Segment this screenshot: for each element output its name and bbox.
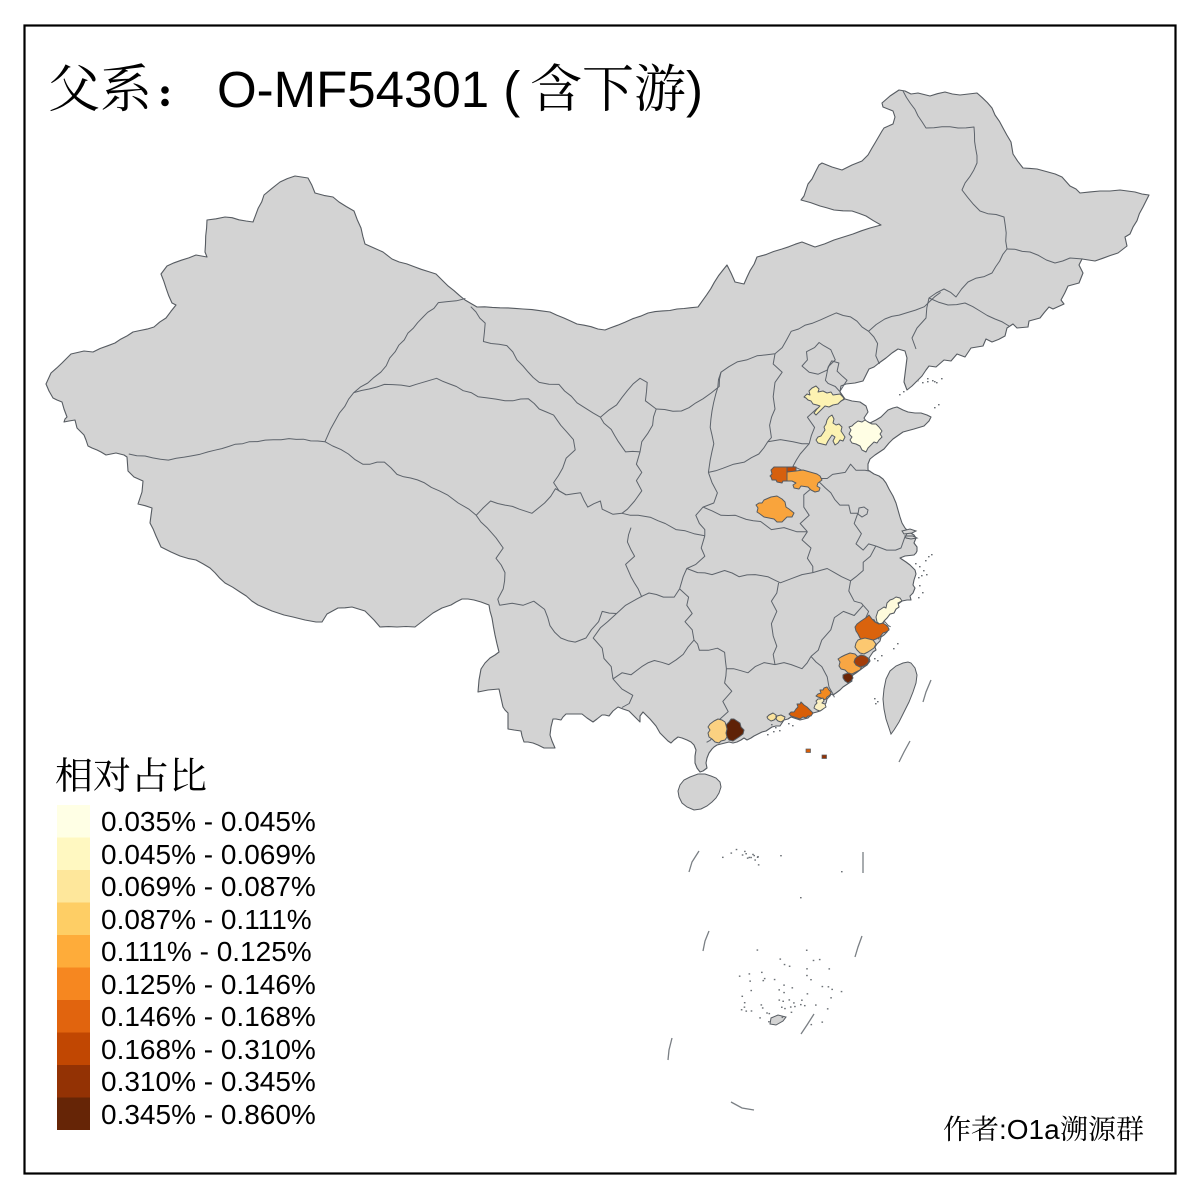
svg-text:0.087% - 0.111%: 0.087% - 0.111% — [101, 904, 312, 935]
svg-text:): ) — [686, 61, 703, 118]
svg-text:0.146% - 0.168%: 0.146% - 0.168% — [101, 1001, 316, 1032]
svg-text:0.345% - 0.860%: 0.345% - 0.860% — [101, 1099, 316, 1130]
svg-text::O1a: :O1a — [999, 1114, 1060, 1145]
svg-text:0.069% - 0.087%: 0.069% - 0.087% — [101, 871, 316, 902]
svg-text:0.310% - 0.345%: 0.310% - 0.345% — [101, 1066, 316, 1097]
svg-text:O-MF54301 (: O-MF54301 ( — [217, 61, 520, 118]
svg-text:0.168% - 0.310%: 0.168% - 0.310% — [101, 1034, 316, 1065]
svg-text:0.035% - 0.045%: 0.035% - 0.045% — [101, 806, 316, 837]
svg-text:0.111% - 0.125%: 0.111% - 0.125% — [101, 936, 312, 967]
svg-text:0.045% - 0.069%: 0.045% - 0.069% — [101, 839, 316, 870]
svg-text:0.125% - 0.146%: 0.125% - 0.146% — [101, 969, 316, 1000]
